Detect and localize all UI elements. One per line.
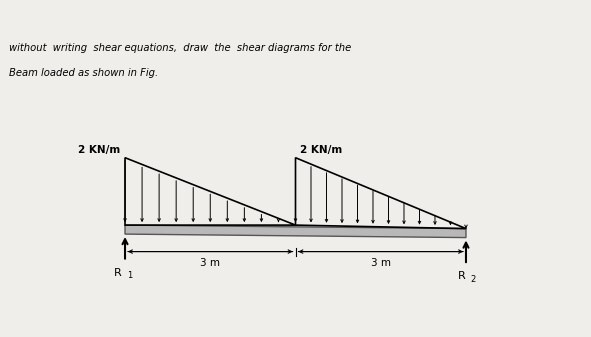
Text: 2: 2 — [470, 275, 475, 283]
Text: 3 m: 3 m — [200, 257, 220, 268]
Text: R: R — [114, 268, 122, 278]
Text: 1: 1 — [127, 271, 132, 280]
Text: 2 KN/m: 2 KN/m — [78, 145, 121, 155]
Text: 2 KN/m: 2 KN/m — [300, 145, 342, 155]
Text: R: R — [457, 271, 465, 281]
Text: without  writing  shear equations,  draw  the  shear diagrams for the: without writing shear equations, draw th… — [8, 43, 351, 53]
Text: 3 m: 3 m — [371, 257, 391, 268]
Polygon shape — [125, 225, 466, 238]
Text: Beam loaded as shown in Fig.: Beam loaded as shown in Fig. — [8, 68, 158, 78]
